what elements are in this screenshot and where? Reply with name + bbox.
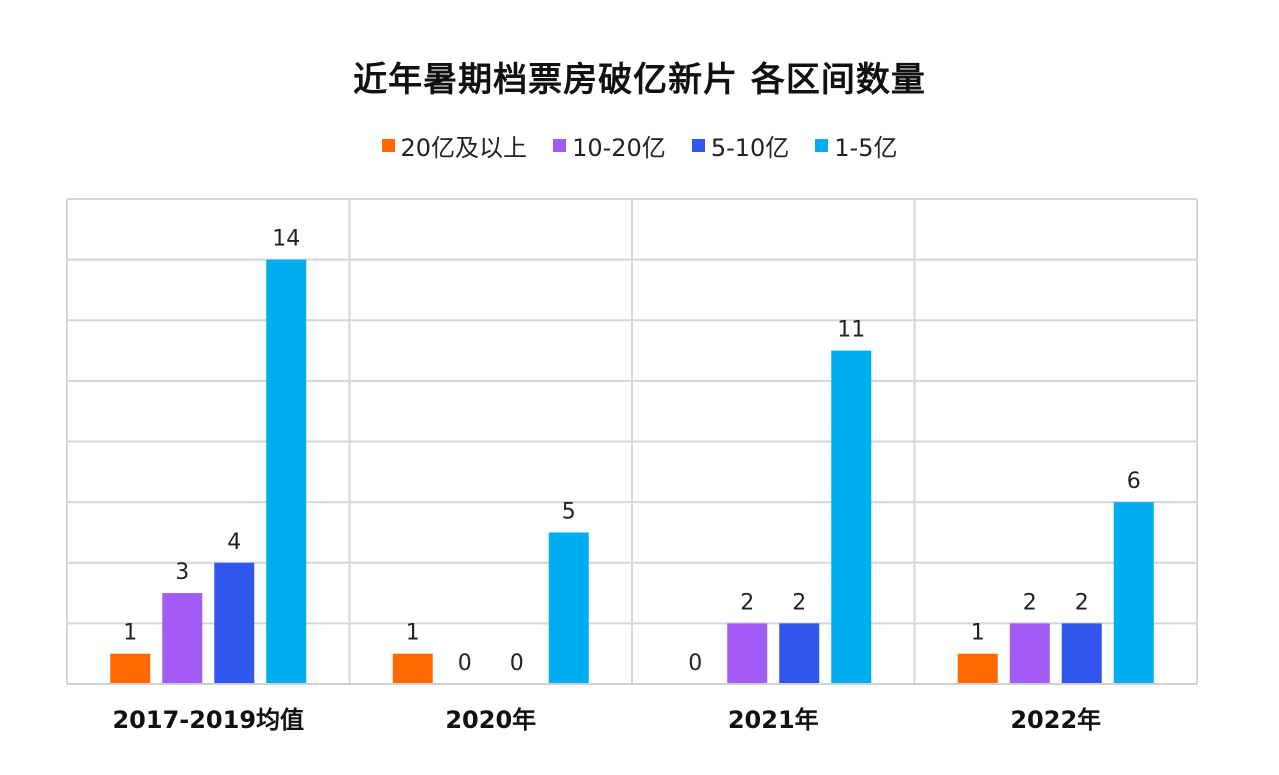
legend-swatch <box>381 139 395 152</box>
bar <box>266 259 307 684</box>
data-label: 1 <box>406 621 420 646</box>
bar <box>1113 502 1154 684</box>
x-tick-label: 2020年 <box>445 706 536 734</box>
legend-item: 10-20亿 <box>553 128 666 163</box>
data-label: 3 <box>175 560 189 585</box>
bar <box>727 623 768 684</box>
data-label: 2 <box>1023 590 1037 615</box>
bar <box>392 653 433 684</box>
data-label: 11 <box>837 318 865 343</box>
bar <box>110 653 151 684</box>
legend: 20亿及以上 10-20亿 5-10亿 1-5亿 <box>0 128 1279 163</box>
data-label: 2 <box>792 590 806 615</box>
x-tick-label: 2017-2019均值 <box>112 706 304 734</box>
legend-label: 20亿及以上 <box>400 134 528 162</box>
data-label: 14 <box>272 227 300 252</box>
data-label: 2 <box>740 590 754 615</box>
legend-item: 5-10亿 <box>691 128 790 163</box>
legend-item: 1-5亿 <box>815 128 897 163</box>
legend-item: 20亿及以上 <box>381 128 528 163</box>
legend-swatch <box>691 139 705 152</box>
legend-label: 10-20亿 <box>572 134 666 162</box>
x-tick-label: 2022年 <box>1010 706 1101 734</box>
legend-swatch <box>815 139 829 152</box>
bar <box>162 593 203 684</box>
legend-label: 1-5亿 <box>834 134 898 162</box>
data-label: 4 <box>227 530 241 555</box>
bar <box>1061 623 1102 684</box>
bar <box>957 653 998 684</box>
x-tick-label: 2021年 <box>728 706 819 734</box>
data-label: 1 <box>123 621 137 646</box>
bar <box>214 562 255 684</box>
data-label: 1 <box>971 621 985 646</box>
data-label: 6 <box>1127 469 1141 494</box>
bar <box>831 350 872 684</box>
data-label: 0 <box>688 651 702 676</box>
bar <box>779 623 820 684</box>
data-label: 0 <box>458 651 472 676</box>
legend-label: 5-10亿 <box>710 134 790 162</box>
bar <box>1009 623 1050 684</box>
data-label: 0 <box>510 651 524 676</box>
bar <box>548 532 589 684</box>
data-label: 5 <box>562 499 576 524</box>
chart-title: 近年暑期档票房破亿新片 各区间数量 <box>353 60 926 100</box>
legend-swatch <box>553 139 567 152</box>
data-label: 2 <box>1075 590 1089 615</box>
